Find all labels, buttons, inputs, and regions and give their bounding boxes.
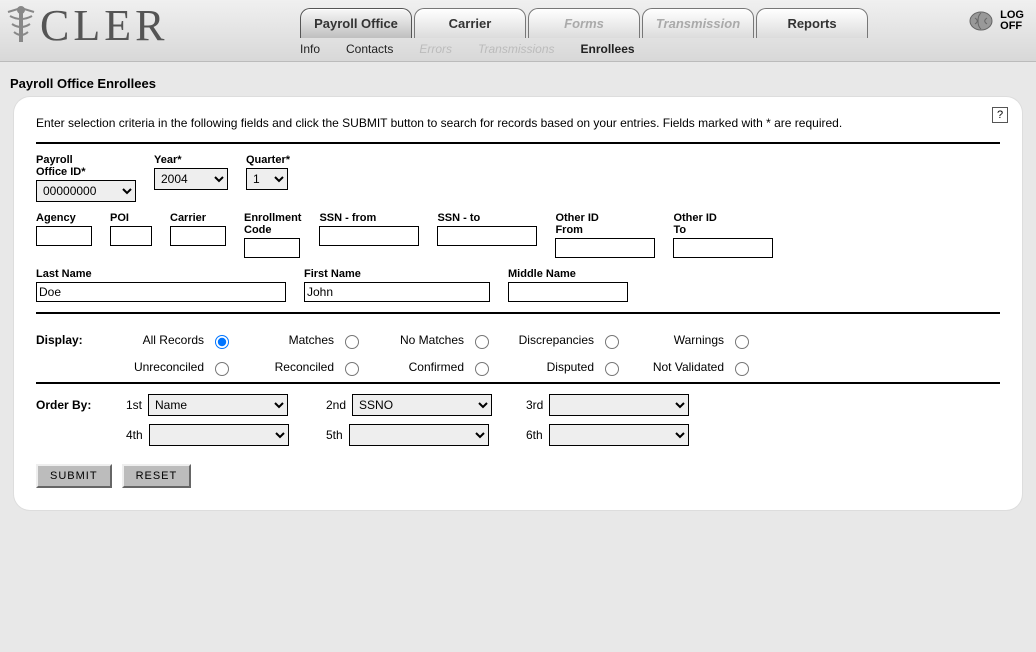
order-by-label: Order By: xyxy=(36,398,126,412)
orderby-3: 3rd xyxy=(526,394,726,416)
input-ssn-to[interactable] xyxy=(437,226,537,246)
radio-disputed[interactable]: Disputed xyxy=(506,359,636,376)
orderby-3-ord: 3rd xyxy=(526,398,543,412)
label-first-name: First Name xyxy=(304,268,490,280)
display-label: Display: xyxy=(36,333,116,347)
radio-confirmed[interactable]: Confirmed xyxy=(376,359,506,376)
tab-carrier[interactable]: Carrier xyxy=(414,8,526,38)
select-orderby-4[interactable] xyxy=(149,424,289,446)
label-year: Year* xyxy=(154,154,228,166)
label-other-id-to: Other ID To xyxy=(673,212,773,236)
input-poi[interactable] xyxy=(110,226,152,246)
tab-forms: Forms xyxy=(528,8,640,38)
label-other-id-from: Other ID From xyxy=(555,212,655,236)
select-payroll-office-id[interactable]: 00000000 xyxy=(36,180,136,202)
select-orderby-1[interactable]: Name xyxy=(148,394,288,416)
subtab-errors: Errors xyxy=(419,42,452,56)
radio-no-matches[interactable]: No Matches xyxy=(376,332,506,349)
logoff-button[interactable]: LOG OFF xyxy=(968,10,1024,32)
subtab-enrollees[interactable]: Enrollees xyxy=(581,42,635,56)
divider xyxy=(36,142,1000,144)
label-poi: POI xyxy=(110,212,152,224)
button-row: SUBMIT RESET xyxy=(36,464,1000,488)
orderby-5: 5th xyxy=(326,424,526,446)
orderby-6-ord: 6th xyxy=(526,428,543,442)
subtab-contacts[interactable]: Contacts xyxy=(346,42,393,56)
input-agency[interactable] xyxy=(36,226,92,246)
input-carrier[interactable] xyxy=(170,226,226,246)
radio-matches[interactable]: Matches xyxy=(246,332,376,349)
orderby-2: 2nd SSNO xyxy=(326,394,526,416)
orderby-2-ord: 2nd xyxy=(326,398,346,412)
reset-button[interactable]: RESET xyxy=(122,464,192,488)
page-title: Payroll Office Enrollees xyxy=(0,62,1036,97)
input-first-name[interactable] xyxy=(304,282,490,302)
label-middle-name: Middle Name xyxy=(508,268,628,280)
divider xyxy=(36,382,1000,384)
input-last-name[interactable] xyxy=(36,282,286,302)
tab-payroll-office[interactable]: Payroll Office xyxy=(300,8,412,38)
logo-text: CLER xyxy=(40,4,168,48)
submit-button[interactable]: SUBMIT xyxy=(36,464,112,488)
label-enrollment-code: Enrollment Code xyxy=(244,212,301,236)
radio-warnings[interactable]: Warnings xyxy=(636,332,766,349)
input-middle-name[interactable] xyxy=(508,282,628,302)
select-orderby-2[interactable]: SSNO xyxy=(352,394,492,416)
orderby-1: 1st Name xyxy=(126,394,326,416)
form-panel: ? Enter selection criteria in the follow… xyxy=(14,97,1022,510)
caduceus-icon xyxy=(6,4,36,48)
optional-fields-row-1: Agency POI Carrier Enrollment Code SSN -… xyxy=(36,212,1000,258)
select-quarter[interactable]: 1 xyxy=(246,168,288,190)
orderby-5-ord: 5th xyxy=(326,428,343,442)
radio-discrepancies[interactable]: Discrepancies xyxy=(506,332,636,349)
input-other-id-from[interactable] xyxy=(555,238,655,258)
subtab-transmissions: Transmissions xyxy=(478,42,554,56)
field-payroll-office-id: Payroll Office ID* 00000000 xyxy=(36,154,136,202)
label-last-name: Last Name xyxy=(36,268,286,280)
select-year[interactable]: 2004 xyxy=(154,168,228,190)
radio-not-validated[interactable]: Not Validated xyxy=(636,359,766,376)
radio-all-records[interactable]: All Records xyxy=(116,332,246,349)
input-ssn-from[interactable] xyxy=(319,226,419,246)
orderby-6: 6th xyxy=(526,424,726,446)
orderby-4: 4th xyxy=(126,424,326,446)
orderby-4-ord: 4th xyxy=(126,428,143,442)
logo-area: CLER xyxy=(0,0,300,48)
subtab-info[interactable]: Info xyxy=(300,42,320,56)
tab-transmission: Transmission xyxy=(642,8,754,38)
input-enrollment-code[interactable] xyxy=(244,238,300,258)
sub-tabs: Info Contacts Errors Transmissions Enrol… xyxy=(300,42,635,56)
radio-unreconciled[interactable]: Unreconciled xyxy=(116,359,246,376)
select-orderby-5[interactable] xyxy=(349,424,489,446)
orderby-1-ord: 1st xyxy=(126,398,142,412)
logoff-label: LOG OFF xyxy=(1000,10,1024,32)
field-year: Year* 2004 xyxy=(154,154,228,202)
brain-icon xyxy=(968,10,994,32)
label-agency: Agency xyxy=(36,212,92,224)
field-quarter: Quarter* 1 xyxy=(246,154,290,202)
required-fields-row: Payroll Office ID* 00000000 Year* 2004 Q… xyxy=(36,154,1000,202)
name-fields-row: Last Name First Name Middle Name xyxy=(36,268,1000,302)
top-bar: CLER Payroll Office Carrier Forms Transm… xyxy=(0,0,1036,62)
divider xyxy=(36,312,1000,314)
label-ssn-from: SSN - from xyxy=(319,212,419,224)
label-ssn-to: SSN - to xyxy=(437,212,537,224)
select-orderby-3[interactable] xyxy=(549,394,689,416)
radio-reconciled[interactable]: Reconciled xyxy=(246,359,376,376)
order-by-block: Order By: 1st Name 2nd SSNO 3rd 4th 5th … xyxy=(36,394,1000,446)
tab-reports[interactable]: Reports xyxy=(756,8,868,38)
select-orderby-6[interactable] xyxy=(549,424,689,446)
label-carrier: Carrier xyxy=(170,212,226,224)
instructions-text: Enter selection criteria in the followin… xyxy=(36,115,1000,132)
main-tabs: Payroll Office Carrier Forms Transmissio… xyxy=(300,8,868,38)
label-quarter: Quarter* xyxy=(246,154,290,166)
label-payroll-office-id: Payroll Office ID* xyxy=(36,154,136,178)
input-other-id-to[interactable] xyxy=(673,238,773,258)
help-icon[interactable]: ? xyxy=(992,107,1008,123)
display-block: Display: All Records Matches No Matches … xyxy=(36,332,1000,376)
